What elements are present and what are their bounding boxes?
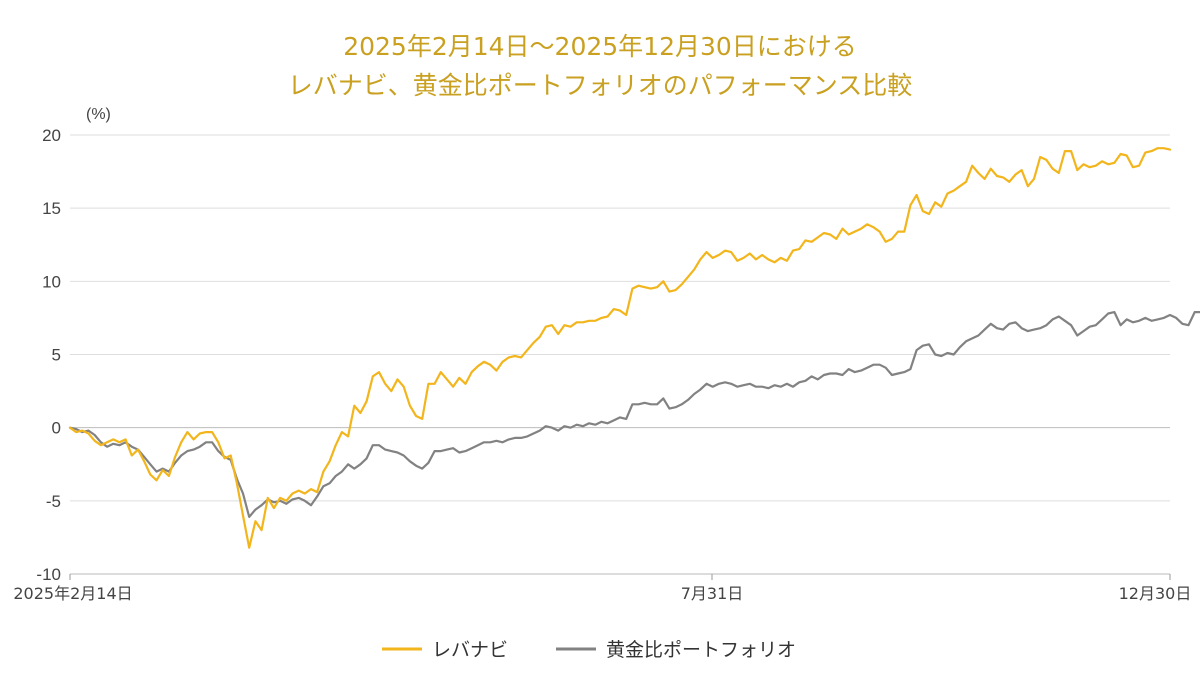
series-lines	[68, 147, 1200, 549]
legend-label: レバナビ	[432, 639, 508, 661]
gridlines	[70, 134, 1170, 575]
x-tick-label: 12月30日	[1119, 584, 1192, 603]
x-tick-label: 2025年2月14日	[13, 584, 132, 603]
series-line-golden-ratio	[68, 311, 1200, 519]
series-line-levanavi	[68, 147, 1172, 549]
legend-item-golden-ratio: 黄金比ポートフォリオ	[556, 639, 796, 661]
x-tick-label: 7月31日	[681, 584, 744, 603]
y-tick-label: 5	[52, 346, 61, 365]
chart-title-line2: レバナビ、黄金比ポートフォリオのパフォーマンス比較	[288, 71, 913, 100]
y-tick-label: 10	[42, 272, 61, 291]
y-tick-label: 20	[42, 126, 61, 145]
chart-title-line1: 2025年2月14日～2025年12月30日における	[343, 32, 857, 61]
y-axis-tick-labels: 20 15 10 5 0 -5 -10	[36, 126, 61, 584]
y-tick-label: 0	[52, 419, 61, 438]
y-tick-label: -10	[36, 565, 61, 584]
y-tick-label: -5	[46, 492, 61, 511]
legend-item-levanavi: レバナビ	[382, 639, 508, 661]
legend: レバナビ 黄金比ポートフォリオ	[382, 639, 796, 661]
x-axis: 2025年2月14日 7月31日 12月30日	[13, 574, 1191, 603]
legend-label: 黄金比ポートフォリオ	[606, 639, 796, 661]
y-axis-unit-label: (%)	[86, 106, 111, 123]
y-tick-label: 15	[42, 199, 61, 218]
